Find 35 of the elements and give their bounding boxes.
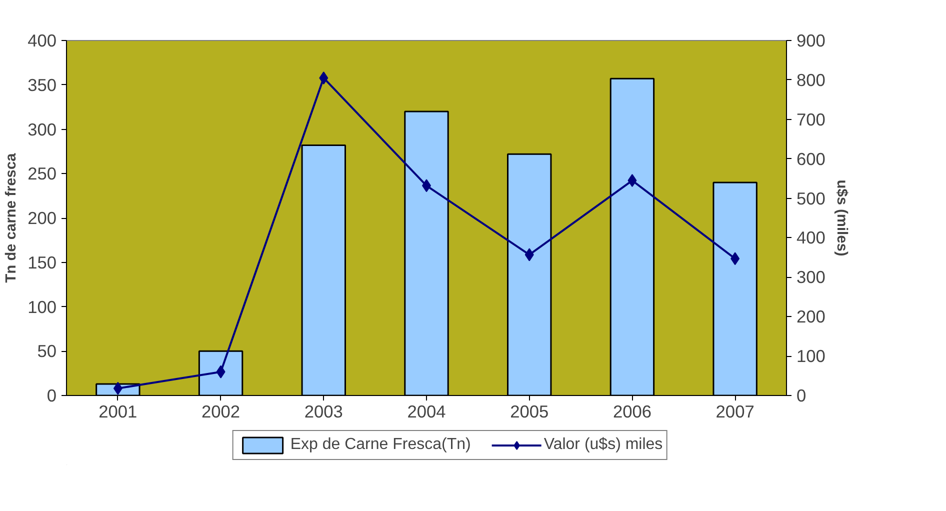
y-axis-title: Tn de carne fresca xyxy=(4,152,20,283)
point xyxy=(524,248,534,262)
legend-label: Exp de Carne Fresca(Tn) xyxy=(290,436,471,454)
y2-tick-label: 600 xyxy=(796,148,826,169)
x-tick-label: 2007 xyxy=(716,402,754,422)
y-tick-label: 50 xyxy=(37,341,57,362)
y2-tick-label: 200 xyxy=(796,306,826,327)
x-tick-label: 2006 xyxy=(612,402,652,422)
point xyxy=(730,252,740,266)
y2-tick-label: 700 xyxy=(796,109,826,130)
x-tick-label: 2002 xyxy=(202,402,240,422)
y-tick-label: 400 xyxy=(28,30,57,50)
legend-label: Valor (u$s) miles xyxy=(544,436,663,454)
y-tick-label: 0 xyxy=(46,386,57,406)
x-tick-label: 2005 xyxy=(510,402,549,422)
y2-tick-label: 500 xyxy=(796,188,826,208)
y2-tick-label: 300 xyxy=(796,267,826,288)
y-tick-label: 350 xyxy=(28,74,57,95)
y2-axis-title: u$s (miles) xyxy=(833,180,850,256)
point xyxy=(628,174,637,188)
y2-tick-label: 900 xyxy=(796,30,826,50)
x-tick-label: 2003 xyxy=(304,402,343,422)
x-tick-label: 2001 xyxy=(98,402,138,422)
y2-tick-label: 800 xyxy=(796,70,826,90)
y-tick-label: 100 xyxy=(28,296,57,317)
point xyxy=(319,71,328,84)
y-tick-label: 250 xyxy=(28,164,57,184)
x-tick-label: 2004 xyxy=(407,402,446,422)
y2-tick-label: 0 xyxy=(796,386,806,406)
y2-tick-label: 400 xyxy=(796,228,826,248)
y-tick-label: 300 xyxy=(28,119,57,140)
y-tick-label: 150 xyxy=(28,252,57,272)
point xyxy=(113,382,122,395)
y-tick-label: 200 xyxy=(28,208,57,228)
y2-tick-label: 100 xyxy=(796,346,826,366)
